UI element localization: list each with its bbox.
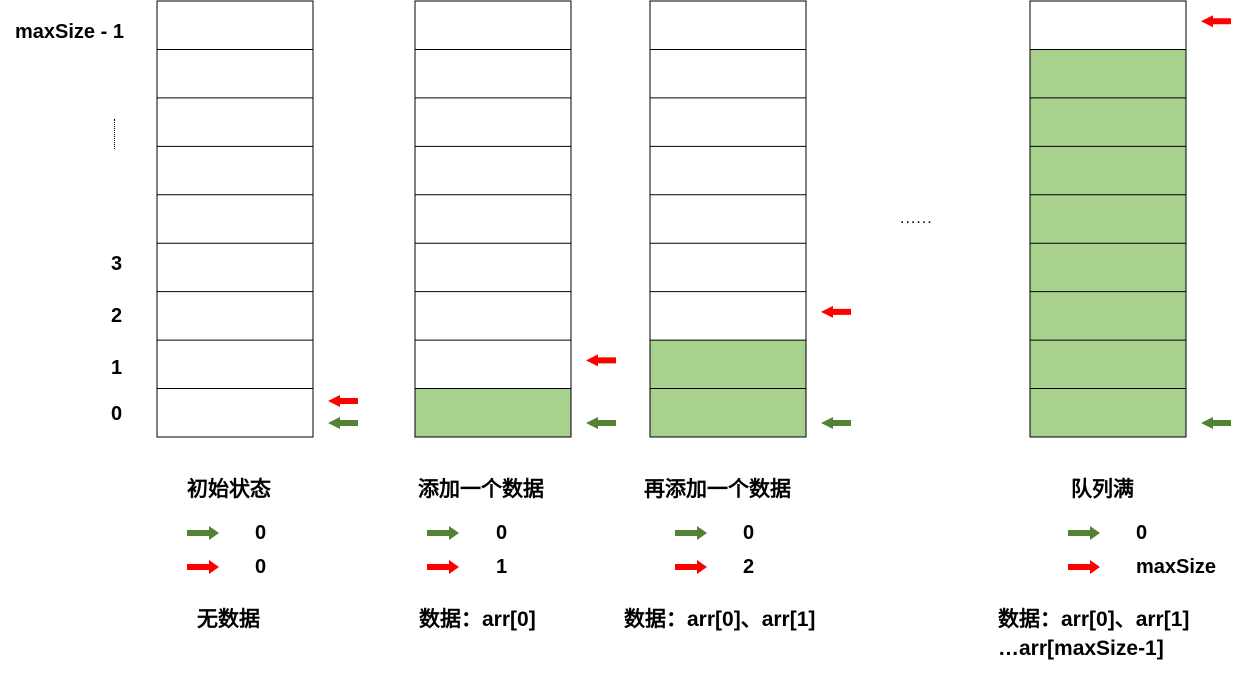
filled-cell-full-0	[1030, 388, 1186, 437]
index-label-3: 3	[111, 253, 123, 275]
legend-rear-arrow-add-one	[427, 560, 459, 574]
filled-cell-full-6	[1030, 97, 1186, 147]
rear-pointer-arrow-full	[1201, 15, 1231, 28]
rear-value-add-another: 2	[743, 556, 755, 578]
vertical-ellipsis	[114, 119, 117, 149]
rear-pointer-arrow-initial	[328, 395, 358, 407]
front-value-full: 0	[1136, 522, 1148, 544]
front-value-add-one: 0	[496, 522, 508, 544]
state-title-add-one: 添加一个数据	[418, 478, 544, 501]
legend-front-arrow-add-another	[675, 526, 707, 540]
data-desc-full-line1: 数据：arr[0]、arr[1]	[998, 608, 1190, 631]
queue-column-add-one	[414, 0, 572, 438]
filled-cell-full-7	[1030, 49, 1186, 98]
state-title-full: 队列满	[1071, 478, 1134, 501]
queue-column-add-another	[649, 0, 807, 438]
front-pointer-arrow-initial	[328, 417, 358, 429]
state-title-initial: 初始状态	[187, 478, 271, 501]
legend-front-arrow-add-one	[427, 526, 459, 540]
legend-front-arrow-initial	[187, 526, 219, 540]
rear-pointer-arrow-add-another	[821, 305, 851, 318]
filled-cell-full-5	[1030, 146, 1186, 195]
filled-cell-full-1	[1030, 340, 1186, 389]
filled-cell-add-another-1	[650, 340, 806, 389]
rear-pointer-arrow-add-one	[586, 354, 616, 367]
state-title-add-another: 再添加一个数据	[644, 478, 791, 501]
data-desc-initial: 无数据	[197, 608, 260, 631]
filled-cell-full-2	[1030, 291, 1186, 341]
index-label-max: maxSize - 1	[15, 21, 124, 43]
queue-column-initial	[156, 0, 314, 438]
queue-column-full	[1029, 0, 1187, 438]
horizontal-ellipsis: ......	[900, 210, 933, 227]
filled-cell-full-4	[1030, 194, 1186, 244]
filled-cell-full-3	[1030, 243, 1186, 292]
data-desc-add-another: 数据：arr[0]、arr[1]	[624, 608, 816, 631]
filled-cell-add-another-0	[650, 388, 806, 437]
front-pointer-arrow-add-another	[821, 417, 851, 429]
index-label-2: 2	[111, 305, 123, 327]
data-desc-full-line2: …arr[maxSize-1]	[998, 637, 1164, 660]
legend-rear-arrow-initial	[187, 560, 219, 574]
filled-cell-add-one-0	[415, 388, 571, 437]
front-pointer-arrow-full	[1201, 417, 1231, 429]
front-pointer-arrow-add-one	[586, 417, 616, 429]
index-label-1: 1	[111, 357, 123, 379]
legend-front-arrow-full	[1068, 526, 1100, 540]
rear-value-add-one: 1	[496, 556, 508, 578]
index-label-0: 0	[111, 403, 123, 425]
front-value-initial: 0	[255, 522, 267, 544]
rear-value-initial: 0	[255, 556, 267, 578]
rear-value-full: maxSize	[1136, 556, 1217, 578]
front-value-add-another: 0	[743, 522, 755, 544]
legend-rear-arrow-full	[1068, 560, 1100, 574]
legend-rear-arrow-add-another	[675, 560, 707, 574]
data-desc-add-one: 数据：arr[0]	[419, 608, 536, 631]
